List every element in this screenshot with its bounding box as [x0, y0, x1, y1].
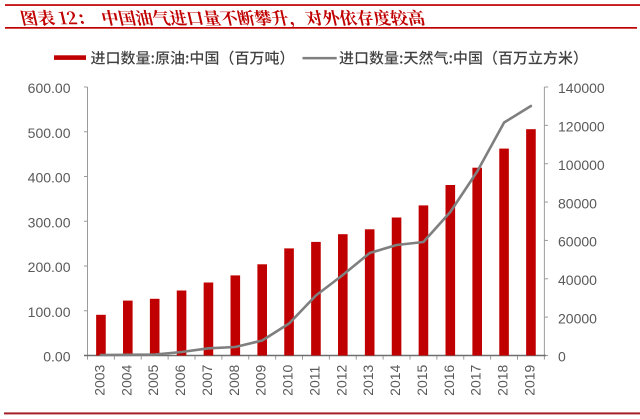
svg-text:0: 0 — [558, 349, 566, 365]
svg-text:80000: 80000 — [558, 195, 597, 211]
svg-text:600.00: 600.00 — [28, 80, 71, 96]
svg-text:500.00: 500.00 — [28, 125, 71, 141]
svg-text:200.00: 200.00 — [28, 259, 71, 275]
svg-text:400.00: 400.00 — [28, 170, 71, 186]
svg-text:100.00: 100.00 — [28, 304, 71, 320]
svg-text:2017: 2017 — [468, 364, 484, 395]
svg-text:300.00: 300.00 — [28, 214, 71, 230]
svg-text:100000: 100000 — [558, 157, 605, 173]
svg-text:140000: 140000 — [558, 80, 605, 96]
svg-text:2019: 2019 — [521, 364, 537, 395]
svg-text:2004: 2004 — [118, 364, 134, 395]
svg-text:0.00: 0.00 — [43, 349, 70, 365]
svg-text:2013: 2013 — [360, 364, 376, 395]
svg-text:2014: 2014 — [387, 364, 403, 395]
svg-text:60000: 60000 — [558, 234, 597, 250]
svg-text:2009: 2009 — [253, 364, 269, 395]
svg-text:2012: 2012 — [333, 364, 349, 395]
svg-text:2008: 2008 — [226, 364, 242, 395]
svg-text:40000: 40000 — [558, 272, 597, 288]
svg-text:2006: 2006 — [172, 364, 188, 395]
svg-text:2005: 2005 — [145, 364, 161, 395]
svg-text:2007: 2007 — [199, 364, 215, 395]
svg-text:2011: 2011 — [306, 365, 322, 395]
svg-text:2003: 2003 — [91, 364, 107, 395]
svg-text:20000: 20000 — [558, 310, 597, 326]
svg-text:120000: 120000 — [558, 119, 605, 135]
svg-text:2010: 2010 — [280, 364, 296, 395]
svg-text:2015: 2015 — [414, 364, 430, 395]
svg-text:2018: 2018 — [495, 364, 511, 395]
svg-text:2016: 2016 — [441, 364, 457, 395]
